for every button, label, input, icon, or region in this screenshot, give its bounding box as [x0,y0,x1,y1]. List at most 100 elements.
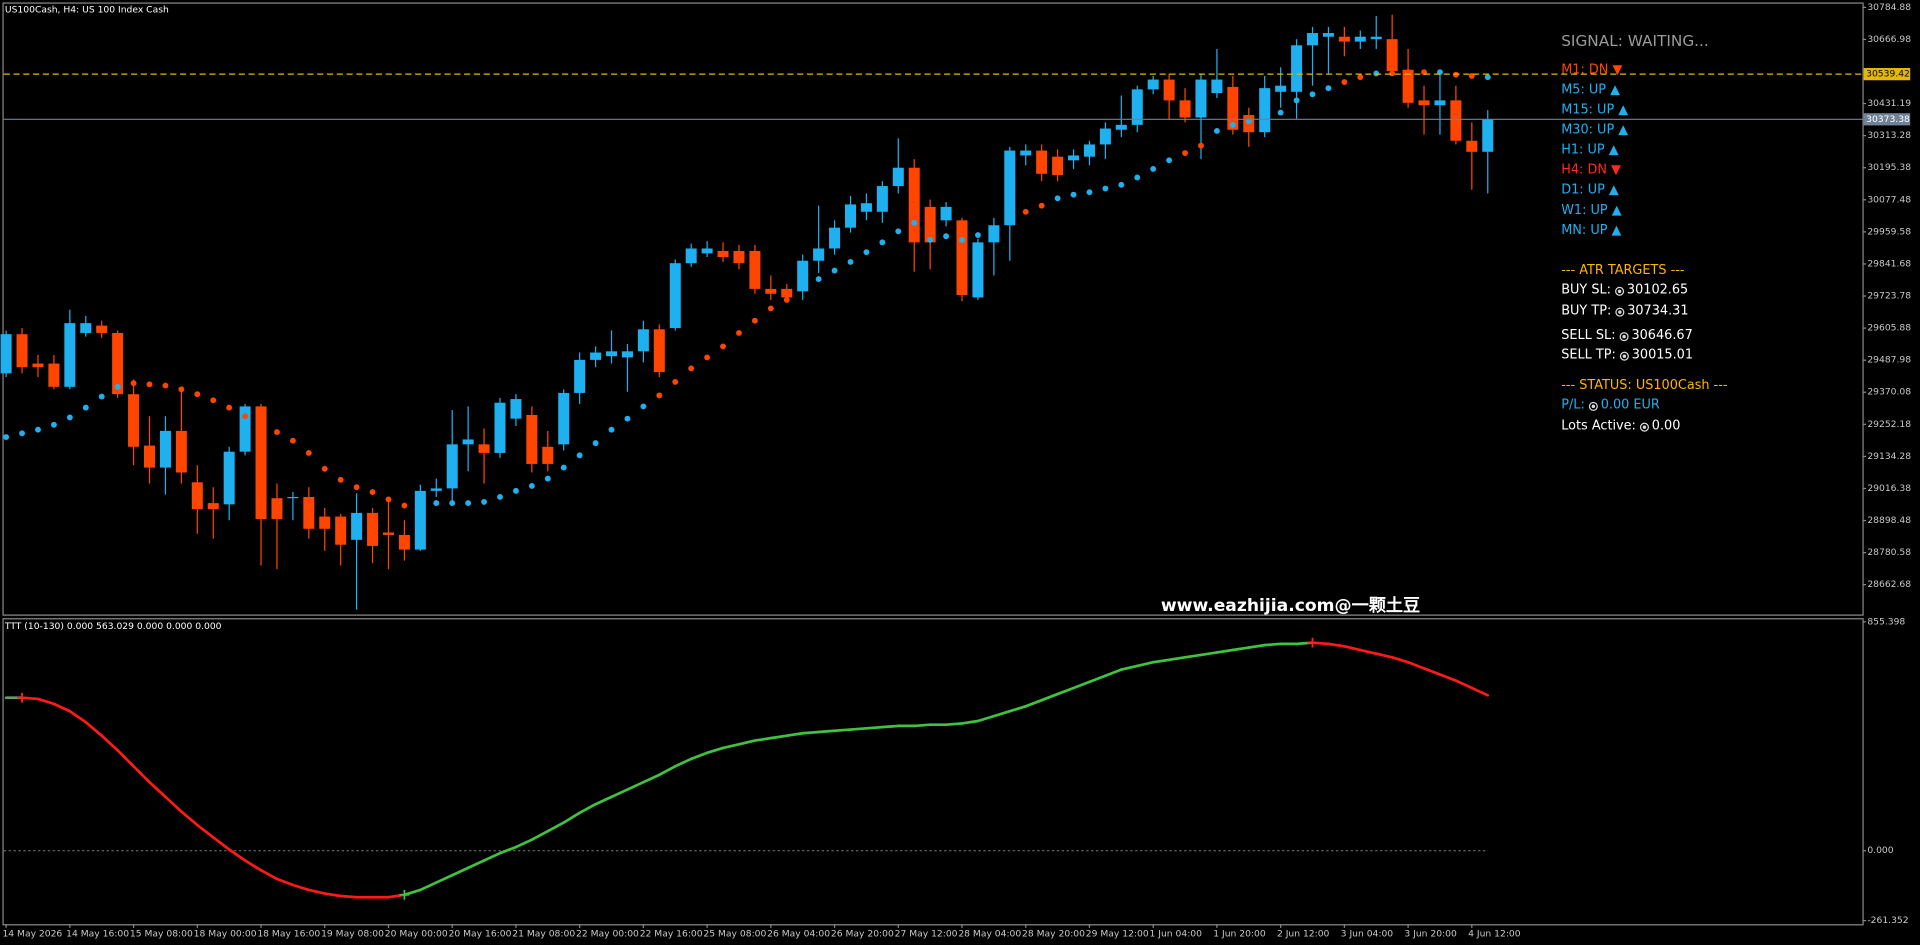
candle-body [1115,124,1127,130]
indicator-line [1406,660,1426,670]
panel-label: P/L: [1561,398,1585,413]
sar-dot [82,404,89,411]
y-tick-label: 29487.98 [1867,355,1911,366]
sar-dot [1357,74,1364,81]
sar-dot [1389,70,1396,77]
sar-dot [481,498,488,505]
sar-dot [226,404,233,411]
candle-body [191,482,203,510]
candle-body [446,444,458,489]
indicator-line [243,859,263,872]
indicator-line [562,811,582,824]
sar-dot [3,434,10,440]
indicator-line [1454,679,1474,690]
candle-body [558,392,570,445]
indicator-line [1470,686,1490,697]
indicator-line [1358,648,1378,656]
timeframe-signal: M30: UP ▲ [1561,122,1628,137]
sar-dot [50,421,57,428]
candle-body [175,430,187,473]
x-tick-label: 1 Jun 04:00 [1150,928,1203,939]
indicator-line [180,810,199,827]
sar-dot [1150,165,1157,172]
candle-body [956,220,968,296]
x-tick-label: 22 May 16:00 [640,928,703,939]
indicator-line [1024,698,1044,708]
indicator-line [164,795,183,813]
x-tick-label: 26 May 20:00 [831,928,894,939]
candle-body [1259,88,1271,133]
candle-body [829,227,841,249]
price-frame [2,2,1864,616]
sar-dot [1293,97,1300,104]
y-tick-label: 30313.28 [1867,130,1911,141]
sar-dot [353,484,360,491]
sar-dot [720,343,726,350]
x-tick-label: 3 Jun 04:00 [1341,928,1394,939]
timeframe-signal: H4: DN ▼ [1561,163,1621,178]
y-tick-label: 855.398 [1867,616,1905,627]
atr-header: --- ATR TARGETS --- [1561,263,1684,278]
status-header: --- STATUS: US100Cash --- [1561,378,1727,393]
panel-value: 30015.01 [1632,347,1693,362]
indicator-line [992,709,1012,718]
sar-dot [194,391,201,398]
sar-dot [672,378,679,385]
sar-dot [1341,79,1348,85]
sar-dot [624,415,631,422]
candle-body [1036,150,1048,174]
candle-body [239,406,251,452]
sar-dot [608,426,615,433]
sar-dot [943,233,950,240]
candle-body [797,260,809,292]
candle-body [1227,86,1239,130]
indicator-line [339,894,358,899]
candle-body [1083,144,1095,157]
indicator-line [1438,673,1458,682]
sar-dot [19,430,25,437]
sar-dot [1070,191,1077,198]
indicator-line [753,736,773,742]
indicator-line [1135,660,1155,668]
panel-icon [1615,307,1625,317]
sar-dot [528,483,535,489]
sar-dot [305,449,312,456]
indicator-line [1056,686,1075,696]
candle-body [128,394,140,447]
sar-dot [258,419,264,426]
candle-body [1402,69,1414,103]
indicator-line [801,730,820,735]
candle-body [414,490,426,550]
x-tick-label: 20 May 16:00 [449,928,512,939]
indicator-title: TTT (10-130) 0.000 563.029 0.000 0.000 0… [4,621,222,632]
indicator-line [673,757,693,768]
sar-dot [1134,174,1141,181]
candle-body [749,250,761,289]
sar-dot [130,380,137,387]
indicator-line [1263,642,1282,647]
candle-body [271,498,283,520]
x-tick-label: 28 May 04:00 [958,928,1021,939]
indicator-line [1072,680,1091,690]
indicator-line [705,746,725,755]
candle-body [207,503,219,510]
sar-dot [656,392,663,399]
x-tick-label: 15 May 08:00 [130,928,193,939]
sar-dot [1309,91,1316,98]
sar-dot [783,296,790,303]
y-tick-label: 28780.58 [1867,547,1911,558]
sar-dot [831,267,838,274]
candle-body [733,250,745,264]
indicator-line [1119,664,1139,671]
sar-dot [66,414,73,421]
indicator-line [657,764,677,777]
sar-dot [927,236,934,243]
candle-body [892,167,904,187]
indicator-line [1167,656,1187,662]
candle-body [382,532,394,535]
candle-body [255,406,267,520]
indicator-line [626,780,645,791]
indicator-line [594,795,613,806]
candle-body [48,363,60,387]
